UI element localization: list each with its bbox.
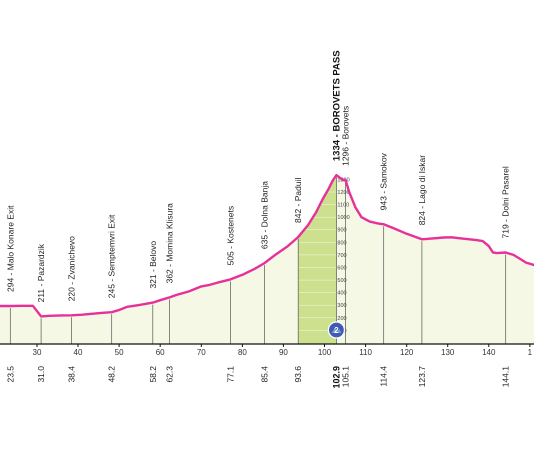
altitude-scale-label: 500 [337, 278, 346, 284]
mountain-icon [331, 328, 342, 333]
waypoint-distance-label: 38.4 [67, 366, 77, 383]
km-tick-label: 60 [156, 348, 165, 357]
altitude-scale-label: 800 [337, 240, 346, 246]
waypoint-name-label: 719 - Dolni Pasarel [501, 166, 511, 238]
altitude-scale-label: 200 [337, 316, 346, 322]
altitude-scale-label: 700 [337, 253, 346, 259]
waypoint-name-label: 294 - Malo Konare Exit [5, 205, 15, 292]
profile-area-fill [0, 175, 534, 344]
profile-fill-layer [0, 175, 534, 344]
waypoint-distance-label: 105.1 [341, 366, 351, 388]
profile-line-layer [0, 173, 534, 318]
waypoint-distance-label: 48.2 [107, 366, 117, 383]
waypoint-name-label: 245 - Semptemvri Exit [107, 214, 117, 298]
altitude-scale-label: 400 [337, 291, 346, 297]
waypoint-name-label: 1296 - Borovets [341, 106, 351, 166]
km-tick-label: 1 [528, 348, 533, 357]
climb-segment-layer [298, 175, 337, 344]
km-tick-label: 100 [318, 348, 332, 357]
km-tick-label: 50 [115, 348, 124, 357]
climb-segment-fill [298, 175, 337, 344]
climb-badge-layer: 2 [327, 321, 345, 339]
km-tick-label: 120 [400, 348, 414, 357]
km-tick-label: 90 [279, 348, 288, 357]
waypoint-distance-label: 144.1 [501, 366, 511, 388]
climb-category-number: 2 [334, 326, 339, 335]
waypoint-name-label: 505 - Kostenets [225, 206, 235, 266]
waypoint-distance-label: 31.0 [36, 366, 46, 383]
altitude-scale-label: 1100 [337, 203, 349, 209]
profile-elevation-line [0, 173, 534, 318]
waypoint-name-label: 842 - Paduil [293, 178, 303, 223]
km-tick-label: 80 [238, 348, 247, 357]
km-tick-label: 140 [482, 348, 496, 357]
altitude-scale-label: 1200 [337, 190, 349, 196]
distance-axis-layer: 30 40 50 60 70 80 90 100 110 120 130 140 1 [0, 343, 534, 357]
altitude-scale-label: 1000 [337, 215, 349, 221]
waypoint-name-label: 824 - Lago di Iskar [417, 155, 427, 226]
altitude-scale-label: 900 [337, 228, 346, 234]
waypoint-name-label: 321 - Belovo [148, 241, 158, 289]
waypoint-labels-layer: 23.5 294 - Malo Konare Exit 31.0 211 - Paza… [5, 50, 510, 388]
altitude-scale-label: 300 [337, 303, 346, 309]
waypoint-distance-label: 62.3 [165, 366, 175, 383]
waypoint-distance-label: 77.1 [225, 366, 235, 383]
km-tick-label: 110 [359, 348, 372, 357]
waypoint-distance-label: 102.9 [331, 366, 341, 389]
waypoint-distance-label: 23.5 [5, 366, 15, 383]
km-tick-label: 40 [74, 348, 83, 357]
km-tick-label: 30 [33, 348, 42, 357]
waypoint-distance-label: 85.4 [260, 366, 270, 383]
waypoint-distance-label: 114.4 [379, 366, 389, 387]
altitude-scale-label: 600 [337, 266, 346, 272]
waypoint-name-label: 220 - Zvanichevo [67, 236, 77, 301]
climb-category-badge [327, 321, 345, 339]
waypoint-distance-label: 58.2 [148, 366, 158, 383]
waypoint-distance-label: 93.6 [293, 366, 303, 383]
km-tick-label: 130 [441, 348, 455, 357]
waypoint-name-label: 362 - Momina Klisura [165, 203, 175, 284]
waypoint-name-label: 1334 - BOROVETS PASS [331, 50, 342, 161]
waypoint-name-label: 943 - Samokov [379, 152, 389, 210]
waypoint-name-label: 635 - Dolna Banja [260, 181, 270, 249]
km-tick-label: 70 [197, 348, 206, 357]
waypoint-distance-label: 123.7 [417, 366, 427, 388]
waypoint-name-label: 211 - Pazardzik [36, 243, 46, 302]
